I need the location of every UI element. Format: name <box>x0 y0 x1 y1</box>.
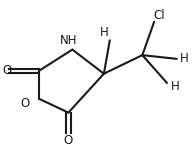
Text: O: O <box>20 97 30 110</box>
Text: Cl: Cl <box>153 9 165 22</box>
Text: H: H <box>180 52 189 65</box>
Text: O: O <box>3 64 12 77</box>
Text: H: H <box>170 80 179 93</box>
Text: NH: NH <box>60 34 77 47</box>
Text: H: H <box>100 26 108 39</box>
Text: O: O <box>64 134 73 147</box>
